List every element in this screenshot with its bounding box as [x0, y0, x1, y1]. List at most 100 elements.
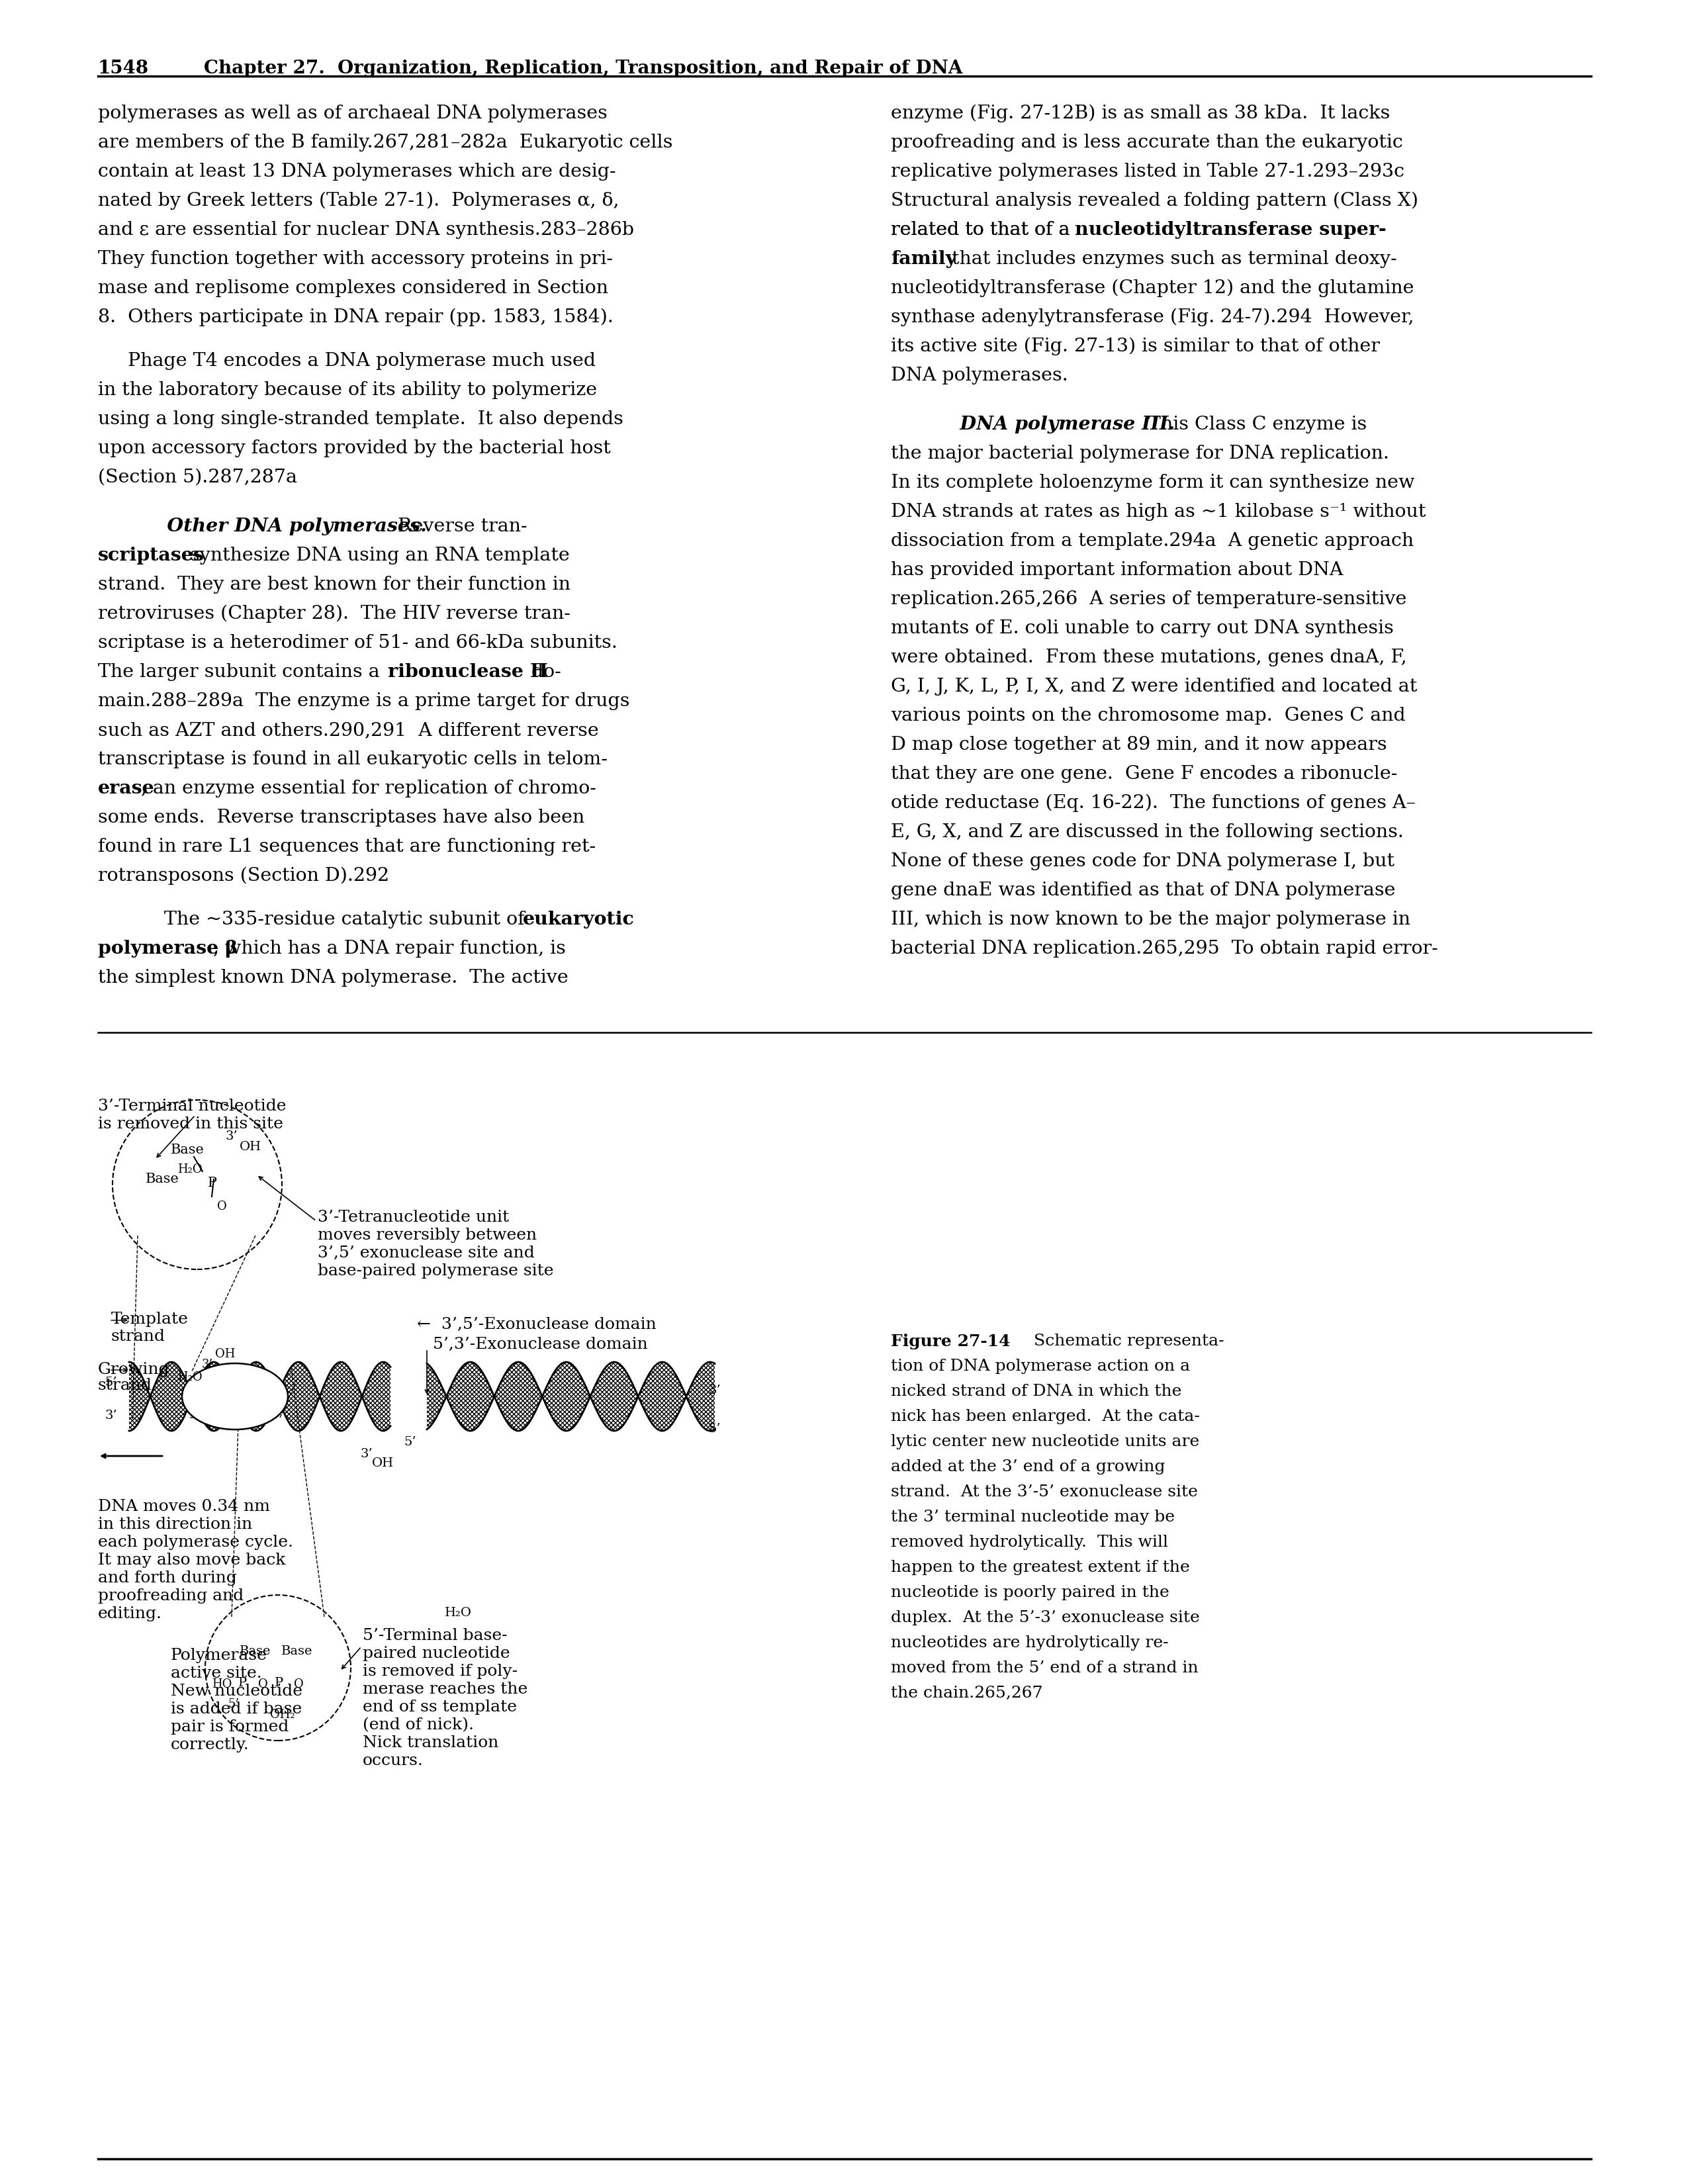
Text: pair is formed: pair is formed [171, 1719, 289, 1734]
Text: , an enzyme essential for replication of chromo-: , an enzyme essential for replication of… [140, 780, 596, 797]
Text: 3’: 3’ [203, 1358, 213, 1372]
Text: OH₂: OH₂ [270, 1708, 296, 1721]
Text: rotransposons (Section D).292: rotransposons (Section D).292 [98, 867, 388, 885]
Text: the chain.265,267: the chain.265,267 [890, 1686, 1042, 1701]
Text: None of these genes code for DNA polymerase I, but: None of these genes code for DNA polymer… [890, 852, 1395, 869]
Text: nicked strand of DNA in which the: nicked strand of DNA in which the [890, 1385, 1182, 1400]
Text: retroviruses (Chapter 28).  The HIV reverse tran-: retroviruses (Chapter 28). The HIV rever… [98, 605, 571, 622]
Text: nucleotidyltransferase (Chapter 12) and the glutamine: nucleotidyltransferase (Chapter 12) and … [890, 280, 1414, 297]
Text: O: O [218, 1201, 226, 1212]
Text: H₂O: H₂O [444, 1607, 471, 1618]
Text: Growing: Growing [98, 1363, 171, 1378]
Text: is removed if poly-: is removed if poly- [363, 1664, 517, 1679]
Text: correctly.: correctly. [171, 1736, 250, 1752]
Text: Template: Template [111, 1313, 189, 1328]
Text: , which has a DNA repair function, is: , which has a DNA repair function, is [208, 939, 566, 957]
Text: duplex.  At the 5’-3’ exonuclease site: duplex. At the 5’-3’ exonuclease site [890, 1610, 1199, 1625]
Text: replicative polymerases listed in Table 27-1.293–293c: replicative polymerases listed in Table … [890, 164, 1405, 181]
Text: contain at least 13 DNA polymerases which are desig-: contain at least 13 DNA polymerases whic… [98, 164, 616, 181]
Text: end of ss template: end of ss template [363, 1699, 517, 1714]
Text: moved from the 5’ end of a strand in: moved from the 5’ end of a strand in [890, 1660, 1198, 1675]
Text: Reverse tran-: Reverse tran- [385, 518, 527, 535]
Text: strand: strand [111, 1328, 166, 1343]
Text: Base: Base [171, 1144, 204, 1155]
Text: The ~335-residue catalytic subunit of: The ~335-residue catalytic subunit of [135, 911, 530, 928]
Text: III, which is now known to be the major polymerase in: III, which is now known to be the major … [890, 911, 1410, 928]
Text: Chapter 27.  Organization, Replication, Transposition, and Repair of DNA: Chapter 27. Organization, Replication, T… [204, 59, 963, 76]
Text: 1548: 1548 [98, 59, 149, 76]
Text: removed hydrolytically.  This will: removed hydrolytically. This will [890, 1535, 1169, 1551]
Text: and forth during: and forth during [98, 1570, 236, 1586]
Text: editing.: editing. [98, 1605, 162, 1621]
Text: were obtained.  From these mutations, genes dnaA, F,: were obtained. From these mutations, gen… [890, 649, 1407, 666]
Text: The larger subunit contains a: The larger subunit contains a [98, 664, 385, 681]
Text: nated by Greek letters (Table 27-1).  Polymerases α, δ,: nated by Greek letters (Table 27-1). Pol… [98, 192, 620, 210]
Text: HO: HO [211, 1677, 231, 1690]
Text: nucleotidyltransferase super-: nucleotidyltransferase super- [1074, 221, 1387, 238]
Text: and ε are essential for nuclear DNA synthesis.283–286b: and ε are essential for nuclear DNA synt… [98, 221, 633, 238]
Text: 5’: 5’ [404, 1437, 415, 1448]
Text: that they are one gene.  Gene F encodes a ribonucle-: that they are one gene. Gene F encodes a… [890, 764, 1397, 782]
Text: proofreading and is less accurate than the eukaryotic: proofreading and is less accurate than t… [890, 133, 1404, 151]
Text: scriptases: scriptases [98, 546, 204, 563]
Text: D map close together at 89 min, and it now appears: D map close together at 89 min, and it n… [890, 736, 1387, 753]
Text: 8.  Others participate in DNA repair (pp. 1583, 1584).: 8. Others participate in DNA repair (pp.… [98, 308, 613, 328]
Text: polymerases as well as of archaeal DNA polymerases: polymerases as well as of archaeal DNA p… [98, 105, 608, 122]
Text: various points on the chromosome map.  Genes C and: various points on the chromosome map. Ge… [890, 708, 1405, 725]
Text: 5’,3’-Exonuclease domain: 5’,3’-Exonuclease domain [417, 1337, 649, 1352]
Ellipse shape [182, 1363, 287, 1431]
Text: 3’: 3’ [708, 1385, 721, 1396]
Text: E, G, X, and Z are discussed in the following sections.: E, G, X, and Z are discussed in the foll… [890, 823, 1404, 841]
Text: upon accessory factors provided by the bacterial host: upon accessory factors provided by the b… [98, 439, 611, 456]
Text: has provided important information about DNA: has provided important information about… [890, 561, 1343, 579]
Text: eukaryotic: eukaryotic [524, 911, 635, 928]
Text: mutants of E. coli unable to carry out DNA synthesis: mutants of E. coli unable to carry out D… [890, 620, 1393, 638]
Text: is removed in this site: is removed in this site [98, 1116, 284, 1131]
Text: Schematic representa-: Schematic representa- [1024, 1334, 1225, 1350]
Text: synthesize DNA using an RNA template: synthesize DNA using an RNA template [184, 546, 569, 563]
Text: P: P [275, 1677, 284, 1688]
Text: 3’: 3’ [361, 1448, 373, 1459]
Text: Phage T4 encodes a DNA polymerase much used: Phage T4 encodes a DNA polymerase much u… [98, 352, 596, 369]
Text: base-paired polymerase site: base-paired polymerase site [318, 1262, 554, 1278]
Text: each polymerase cycle.: each polymerase cycle. [98, 1535, 294, 1551]
Text: 5’-Terminal base-: 5’-Terminal base- [363, 1627, 507, 1642]
Text: O: O [258, 1677, 269, 1690]
Text: enzyme (Fig. 27-12B) is as small as 38 kDa.  It lacks: enzyme (Fig. 27-12B) is as small as 38 k… [890, 105, 1390, 122]
Text: some ends.  Reverse transcriptases have also been: some ends. Reverse transcriptases have a… [98, 808, 584, 826]
Text: strand.  They are best known for their function in: strand. They are best known for their fu… [98, 577, 571, 594]
Text: P: P [208, 1177, 218, 1190]
Text: family: family [890, 251, 956, 269]
Text: strand: strand [98, 1378, 152, 1393]
Text: synthase adenylytransferase (Fig. 24-7).294  However,: synthase adenylytransferase (Fig. 24-7).… [890, 308, 1414, 328]
Text: in this direction in: in this direction in [98, 1518, 252, 1533]
Text: G, I, J, K, L, P, I, X, and Z were identified and located at: G, I, J, K, L, P, I, X, and Z were ident… [890, 677, 1417, 695]
Text: happen to the greatest extent if the: happen to the greatest extent if the [890, 1559, 1189, 1575]
Text: DNA polymerases.: DNA polymerases. [890, 367, 1067, 384]
Text: occurs.: occurs. [363, 1754, 424, 1769]
Text: lytic center new nucleotide units are: lytic center new nucleotide units are [890, 1435, 1199, 1450]
Text: that includes enzymes such as terminal deoxy-: that includes enzymes such as terminal d… [946, 251, 1397, 269]
Text: using a long single-stranded template.  It also depends: using a long single-stranded template. I… [98, 411, 623, 428]
Text: Other DNA polymerases.: Other DNA polymerases. [135, 518, 427, 535]
Text: merase reaches the: merase reaches the [363, 1682, 527, 1697]
Text: 3’: 3’ [105, 1409, 117, 1422]
Text: 5’: 5’ [228, 1699, 240, 1710]
Text: do-: do- [525, 664, 561, 681]
Text: 3’-Tetranucleotide unit: 3’-Tetranucleotide unit [318, 1210, 508, 1225]
Text: is added if base: is added if base [171, 1701, 302, 1717]
Text: such as AZT and others.290,291  A different reverse: such as AZT and others.290,291 A differe… [98, 721, 600, 738]
Text: are members of the B family.267,281–282a  Eukaryotic cells: are members of the B family.267,281–282a… [98, 133, 672, 151]
Text: H₂O: H₂O [177, 1164, 203, 1175]
Text: New nucleotide: New nucleotide [171, 1684, 302, 1699]
Text: added at the 3’ end of a growing: added at the 3’ end of a growing [890, 1459, 1165, 1474]
Text: 3’,5’ exonuclease site and: 3’,5’ exonuclease site and [318, 1245, 535, 1260]
Text: its active site (Fig. 27-13) is similar to that of other: its active site (Fig. 27-13) is similar … [890, 339, 1380, 356]
Text: strand.  At the 3’-5’ exonuclease site: strand. At the 3’-5’ exonuclease site [890, 1485, 1198, 1500]
Text: in the laboratory because of its ability to polymerize: in the laboratory because of its ability… [98, 382, 596, 400]
Text: paired nucleotide: paired nucleotide [363, 1647, 510, 1662]
Text: OH: OH [240, 1140, 262, 1153]
Text: bacterial DNA replication.265,295  To obtain rapid error-: bacterial DNA replication.265,295 To obt… [890, 939, 1437, 957]
Text: Base: Base [145, 1173, 179, 1186]
Text: nucleotides are hydrolytically re-: nucleotides are hydrolytically re- [890, 1636, 1169, 1651]
